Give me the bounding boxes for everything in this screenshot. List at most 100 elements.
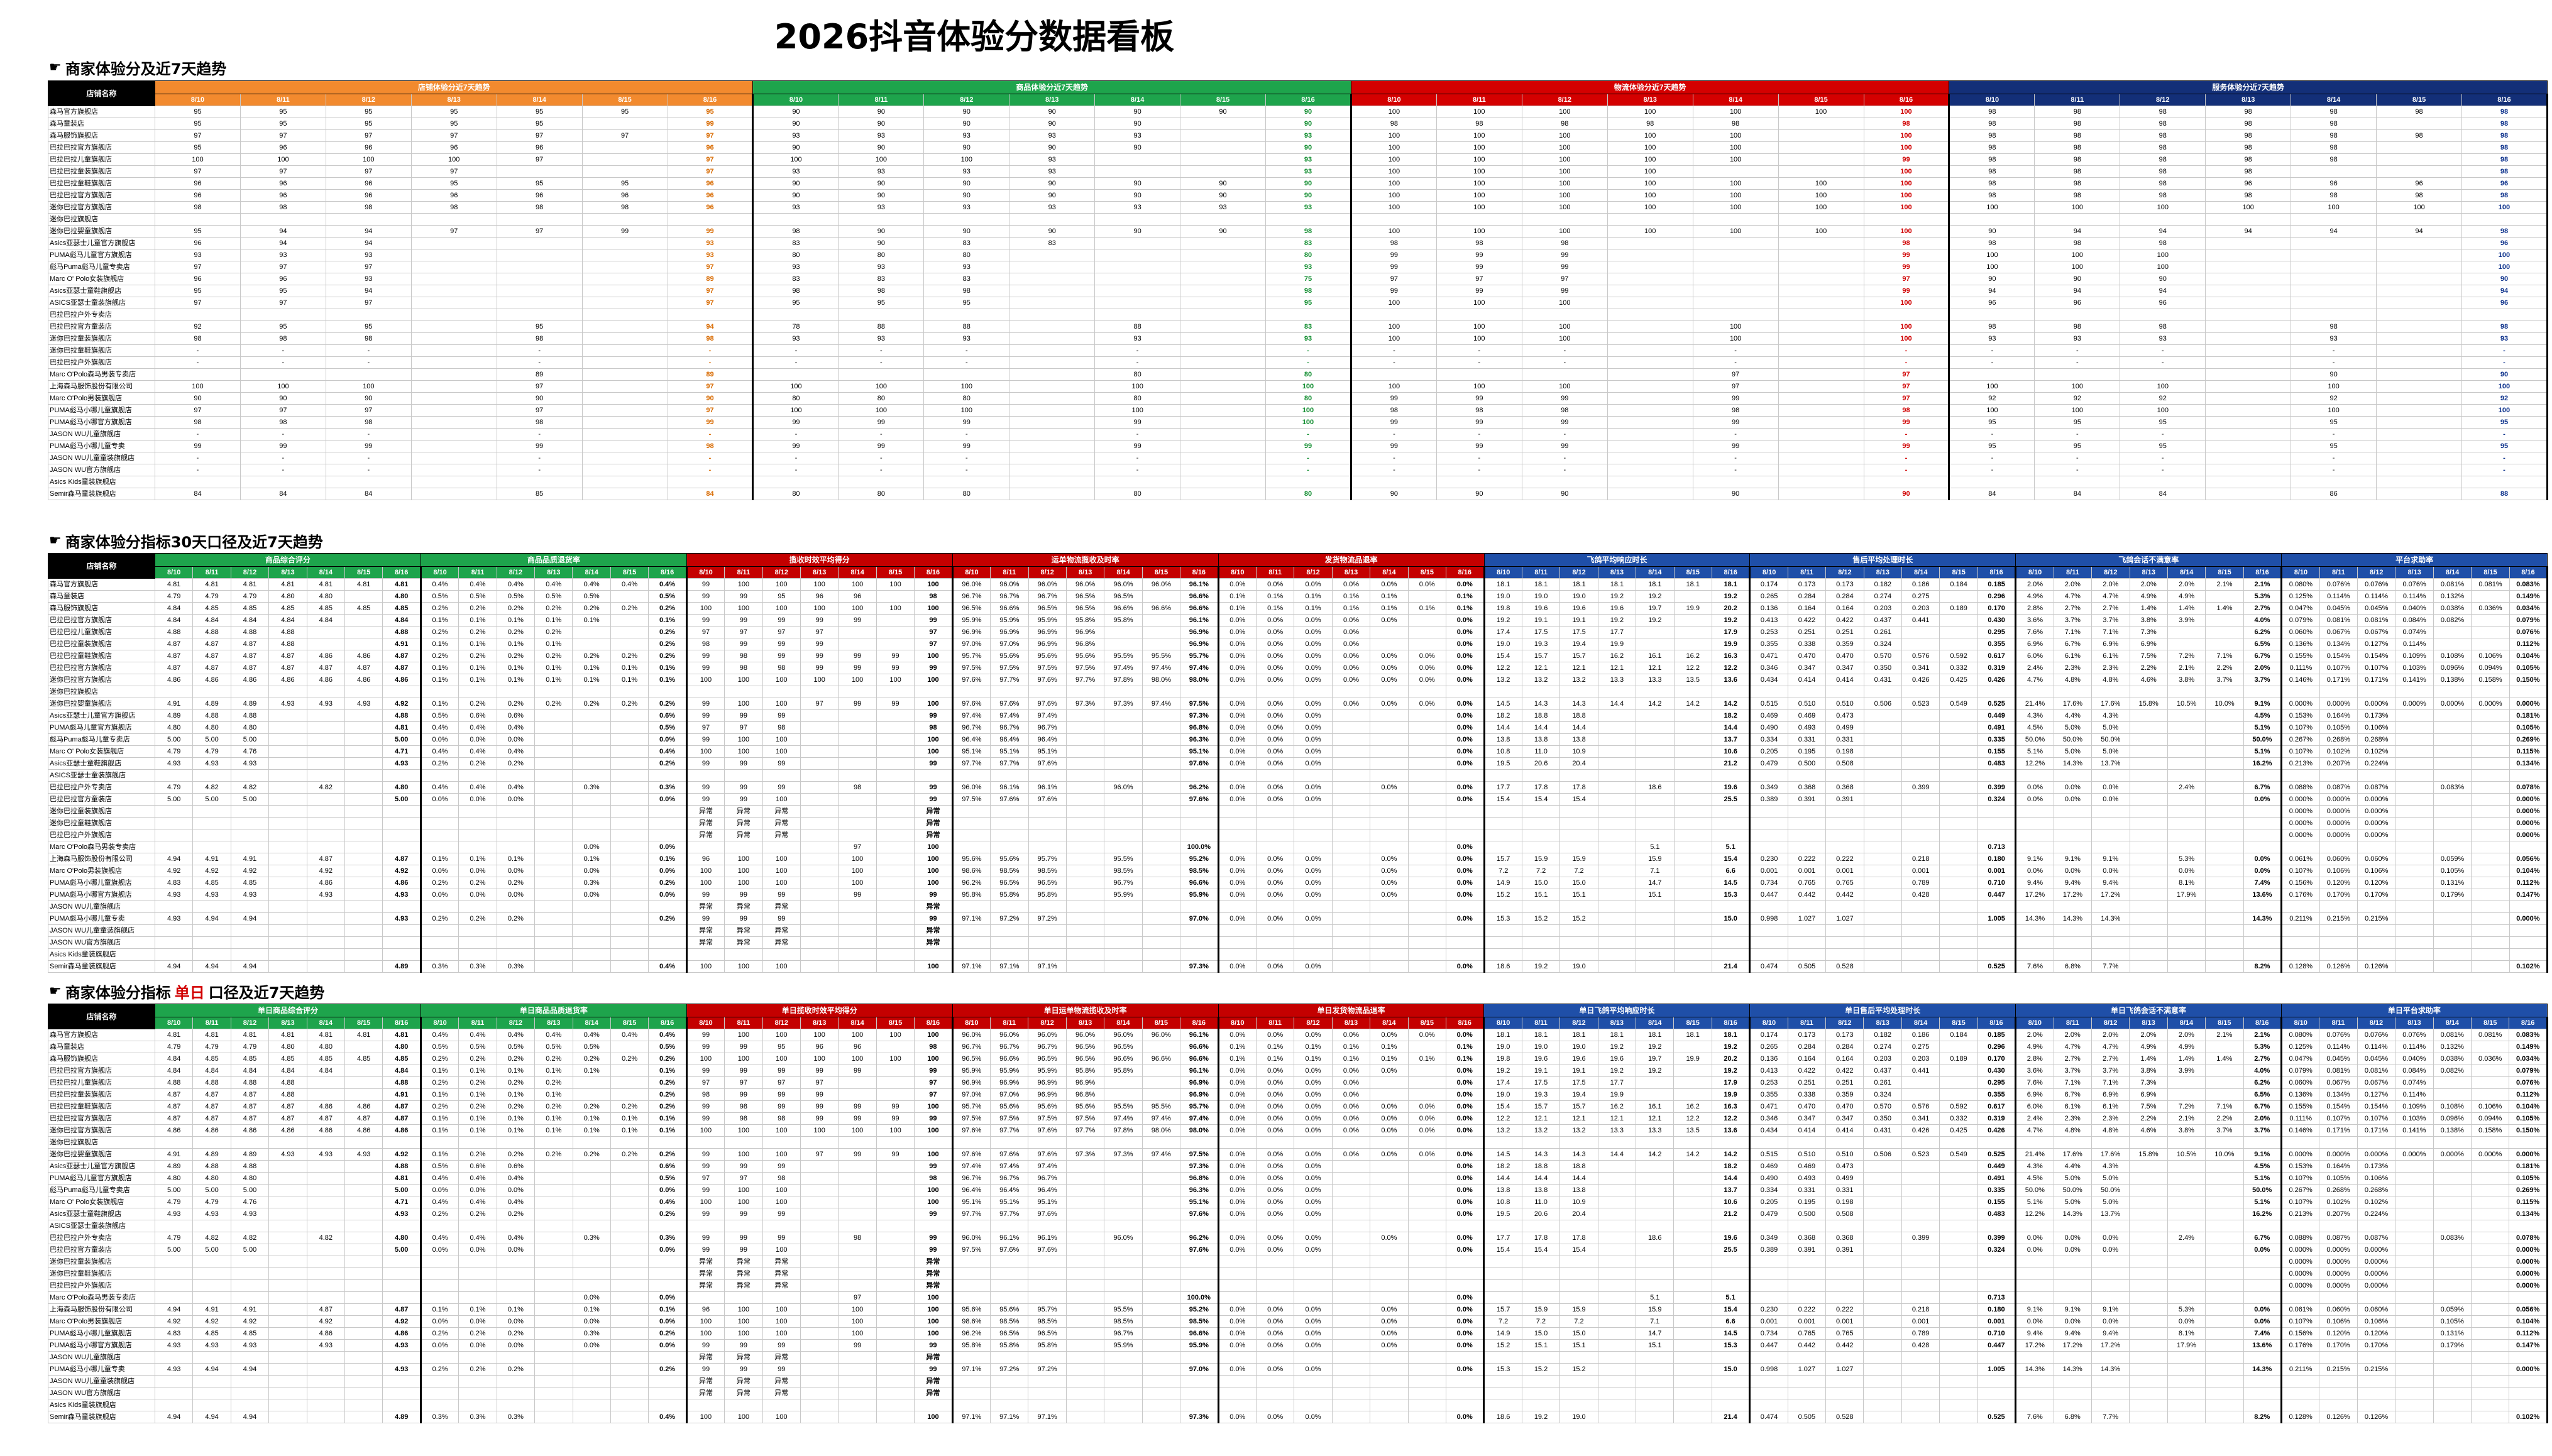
data-cell: 99 (686, 912, 725, 925)
data-cell: 4.79 (154, 745, 194, 758)
store-name: 巴拉巴拉官方旗舰店 (48, 141, 155, 154)
data-cell: 99 (838, 698, 877, 710)
data-cell (2357, 936, 2396, 949)
data-cell (2167, 757, 2206, 770)
table-row: PUMA彪马儿童官方旗舰店 93 93 93 93 80 80 80 80 99 99 99 99 100… (48, 249, 2548, 261)
data-cell: 95.6% (952, 1303, 991, 1316)
data-cell: 0.5% (648, 721, 688, 734)
data-cell (1673, 900, 1712, 913)
data-cell (1673, 841, 1712, 853)
data-cell (752, 213, 839, 226)
data-cell: 98 (2034, 118, 2121, 130)
data-cell: 0.253 (1749, 1076, 1788, 1089)
data-cell: 0.422 (1787, 1065, 1827, 1077)
data-cell: 0.0% (496, 865, 536, 877)
store-name: Asics亚瑟士儿童官方旗舰店 (48, 1160, 155, 1173)
data-cell: 100 (800, 602, 839, 615)
data-cell: 97.6% (990, 793, 1029, 806)
data-cell (2509, 686, 2549, 698)
data-cell: 16.3 (1711, 1100, 1751, 1113)
data-cell: 0.399 (1901, 781, 1940, 794)
data-cell: 4.86 (306, 674, 346, 686)
data-cell: 96 (496, 189, 583, 202)
data-cell: - (752, 452, 839, 464)
data-cell (581, 380, 668, 393)
data-cell (1901, 686, 1940, 698)
data-cell (686, 1220, 725, 1232)
data-cell (2433, 1291, 2472, 1304)
data-cell: 97 (762, 626, 801, 638)
data-cell (268, 1160, 307, 1173)
data-cell: 0.186 (1901, 578, 1940, 591)
date-header: 8/13 (1597, 566, 1637, 579)
data-cell (2395, 721, 2434, 734)
data-cell (1636, 960, 1675, 973)
data-cell (2205, 1136, 2244, 1149)
data-cell: 90 (752, 177, 839, 190)
data-cell (686, 1136, 725, 1149)
data-cell (410, 285, 497, 297)
data-cell: 93 (325, 249, 412, 261)
data-cell (1636, 721, 1675, 734)
data-cell: 100 (762, 1244, 801, 1256)
data-cell: 0.0% (496, 1184, 536, 1196)
data-cell: 100 (838, 1053, 877, 1065)
data-cell (1901, 733, 1940, 746)
data-cell: 15.4 (1483, 1100, 1522, 1113)
data-cell (2376, 476, 2462, 488)
data-cell: 0.109% (2395, 650, 2434, 662)
data-cell (752, 368, 839, 381)
data-cell (155, 476, 241, 488)
data-cell: 4.85 (192, 1327, 231, 1340)
date-header: 8/12 (230, 566, 270, 579)
data-cell (1673, 626, 1712, 638)
data-cell: 97.7% (990, 757, 1029, 770)
data-cell: 96 (325, 189, 412, 202)
data-cell: 96.3% (1180, 733, 1219, 746)
data-cell: 6.2% (2243, 1076, 2282, 1089)
data-cell: 异常 (686, 924, 725, 937)
data-cell (1370, 1244, 1409, 1256)
data-cell: 0.000% (2281, 805, 2320, 818)
data-cell (1636, 709, 1675, 722)
data-cell: 95 (923, 297, 1010, 309)
data-cell: 0.158% (2471, 674, 2510, 686)
store-name: 迷你巴拉旗舰店 (48, 686, 155, 698)
data-cell (534, 889, 573, 901)
data-cell: 3.7% (2053, 1065, 2092, 1077)
data-cell (1407, 948, 1447, 961)
table-row: 巴拉巴拉官方旗舰店 96 96 96 96 96 96 96 90 90 90 90 90 90 90 100… (48, 189, 2548, 202)
data-cell: 4.80 (192, 721, 231, 734)
data-cell: 97 (686, 626, 725, 638)
data-cell: 4.83 (154, 1327, 194, 1340)
data-cell (496, 285, 583, 297)
data-cell: 5.00 (154, 793, 194, 806)
data-cell: 0.2% (534, 1053, 573, 1065)
data-cell: 80 (838, 249, 925, 261)
data-cell (876, 1244, 915, 1256)
data-cell (1446, 924, 1485, 937)
data-cell (1597, 745, 1637, 758)
data-cell: 0.205 (1749, 745, 1788, 758)
data-cell: 0.000% (2509, 829, 2549, 841)
data-cell (2167, 841, 2206, 853)
data-cell: 100 (1949, 380, 2035, 393)
data-cell: 0.000% (2357, 1279, 2396, 1292)
data-cell (610, 638, 649, 650)
data-cell: 0.1% (648, 662, 688, 674)
data-cell: 100 (1521, 165, 1608, 178)
data-cell: 100 (914, 602, 954, 615)
data-cell: 98 (1521, 404, 1608, 417)
data-cell: 100 (1521, 380, 1608, 393)
data-cell (2167, 1291, 2206, 1304)
data-cell (1407, 960, 1447, 973)
data-cell (1939, 745, 1978, 758)
data-cell: 98 (155, 201, 241, 214)
data-cell (1778, 464, 1864, 476)
data-cell: 0.2% (420, 1327, 459, 1340)
data-cell (420, 924, 459, 937)
data-cell: 6.7% (2243, 781, 2283, 794)
data-cell: 0.0% (1218, 1076, 1257, 1089)
data-cell: 9.1% (2243, 1148, 2282, 1161)
data-cell (1711, 1279, 1751, 1292)
